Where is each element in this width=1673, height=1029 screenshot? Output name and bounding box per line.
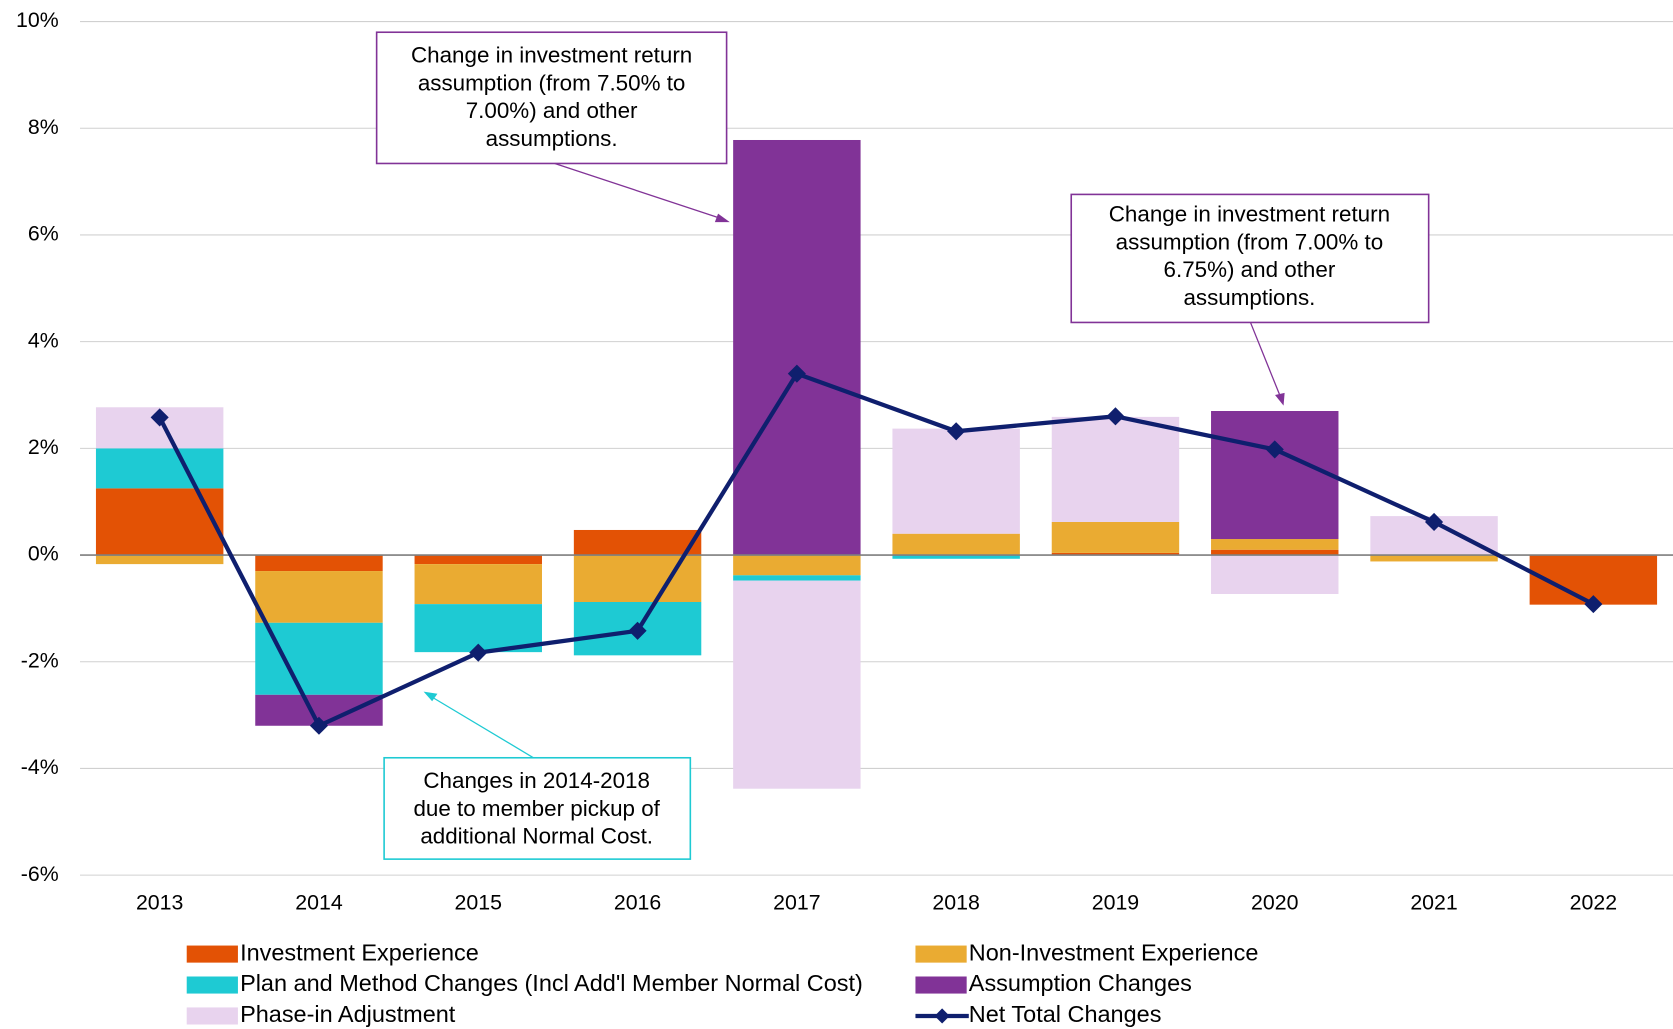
annotation-text: assumption (from 7.50% to [418,70,686,95]
y-tick-label: 4% [28,328,59,352]
annotation-arrow [554,162,726,221]
annotation-text: Change in investment return [411,43,692,68]
bar-segment [1211,549,1339,556]
bar-segment [95,448,224,489]
annotation-box [383,756,692,860]
y-tick-label: 2% [28,435,59,459]
annotation-text: assumptions. [486,126,618,151]
net-marker [787,364,806,383]
legend-swatch [186,945,238,963]
x-tick-label: 2021 [1410,891,1457,915]
legend: Investment Experience Non-Investment Expe… [186,939,1259,1027]
y-tick-label: -4% [21,755,59,779]
bar-segment [414,555,542,565]
annotation-text: Changes in 2014-2018 [423,768,650,793]
arrow-head [1275,392,1285,406]
legend-swatch [915,945,967,963]
bar-segment [733,580,861,789]
annotation: Change in investment return assumption (… [1070,193,1430,406]
bar-segment [95,488,224,556]
x-tick-label: 2020 [1251,891,1299,915]
legend-label: Assumption Changes [969,970,1192,996]
bar-segment [733,555,861,576]
bar-segment [892,555,1020,559]
legend-label: Investment Experience [240,939,479,965]
legend-swatch [915,976,967,994]
bar-segment [1051,416,1180,522]
arrow-head [714,213,730,223]
x-tick-label: 2017 [773,891,820,915]
legend-label: Non-Investment Experience [969,939,1259,965]
y-tick-label: 10% [16,8,59,32]
net-marker [1584,595,1603,614]
annotation-text: 6.75%) and other [1164,257,1336,282]
legend-swatch [186,1007,238,1025]
bar-segment [414,564,542,605]
legend-label: Phase-in Adjustment [240,1001,456,1027]
bar-segment [733,575,861,581]
bar-segment [1211,539,1339,550]
legend-label: Net Total Changes [969,1001,1162,1027]
bar-segment [255,555,383,572]
annotation-box [375,31,728,165]
x-tick-label: 2016 [614,891,661,915]
x-tick-label: 2022 [1570,891,1617,915]
overlay [150,364,1603,735]
annotation-arrow [1249,322,1283,400]
legend-swatch [934,1008,950,1024]
bar-segment [1211,411,1339,540]
x-tick-label: 2018 [932,891,979,915]
legend-label: Plan and Method Changes (Incl Add'l Memb… [240,970,863,996]
bar-segment [1370,555,1498,562]
annotation-arrow [429,695,534,759]
bar-segment [1051,521,1180,553]
bar-segment [1211,555,1339,594]
annotation-text: additional Normal Cost. [420,824,653,849]
bar-segment [573,529,702,556]
x-tick-label: 2019 [1092,891,1139,915]
annotation: Changes in 2014-2018 due to member picku… [383,691,692,860]
bar-segment [892,428,1020,534]
x-tick-label: 2015 [455,891,502,915]
net-marker [469,643,488,662]
y-tick-label: 8% [28,115,59,139]
bar-segment [733,139,861,556]
y-tick-label: 0% [28,542,59,566]
annotation-text: Change in investment return [1109,202,1390,227]
bar-segment [892,533,1020,556]
y-tick-label: 6% [28,222,59,246]
net-marker [309,716,329,735]
bar-segment [1051,552,1180,556]
annotation-text: 7.00%) and other [466,98,638,123]
net-marker [150,408,169,427]
annotation: Change in investment return assumption (… [375,31,730,223]
annotation-text: assumptions. [1183,285,1315,310]
bars [80,139,1673,789]
arrow-head [423,691,438,702]
annotation-box [1070,193,1430,324]
y-tick-label: -6% [21,862,59,886]
bar-segment [95,555,224,565]
legend-swatch [186,976,238,994]
bar-segment [255,571,383,623]
x-tick-label: 2013 [136,891,183,915]
net-marker [1424,512,1444,532]
y-tick-label: -2% [21,648,59,672]
bar-segment [255,622,383,695]
x-tick-label: 2014 [295,891,343,915]
annotation-text: due to member pickup of [413,796,660,821]
annotation-text: assumption (from 7.00% to [1116,229,1384,254]
net-line [157,371,1595,729]
